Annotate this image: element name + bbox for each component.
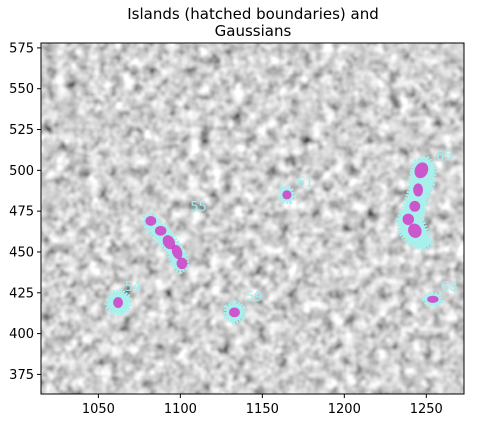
gaussian-marker bbox=[427, 295, 439, 303]
y-tick-label: 500 bbox=[9, 164, 34, 179]
x-axis: 1050 1100 1150 1200 1250 bbox=[82, 394, 443, 417]
x-tick-label: 1100 bbox=[164, 402, 197, 417]
gaussian-marker bbox=[113, 297, 123, 308]
y-tick-label: 475 bbox=[9, 205, 34, 220]
noise-background-image bbox=[41, 43, 464, 394]
gaussian-marker bbox=[413, 183, 424, 197]
axes-frame bbox=[40, 42, 465, 395]
gaussian-marker bbox=[409, 200, 421, 212]
island-54: 54 bbox=[104, 280, 142, 317]
gaussian-marker bbox=[176, 257, 188, 270]
plot-area: 54 55 59 61 65 68 bbox=[41, 43, 464, 394]
y-tick-label: 450 bbox=[9, 245, 34, 260]
y-axis: 375 400 425 450 475 500 525 550 575 bbox=[9, 41, 41, 383]
y-tick-label: 550 bbox=[9, 82, 34, 97]
island-label: 65 bbox=[436, 150, 453, 165]
island-label: 61 bbox=[297, 176, 314, 191]
y-tick-label: 375 bbox=[9, 368, 34, 383]
y-tick-label: 575 bbox=[9, 41, 34, 56]
island-55: 55 bbox=[141, 200, 207, 275]
gaussian-marker bbox=[145, 216, 157, 226]
chart-title-line-2: Gaussians bbox=[215, 22, 292, 40]
island-label: 59 bbox=[246, 290, 263, 305]
chart-title-line-1: Islands (hatched boundaries) and bbox=[127, 5, 379, 23]
gaussian-marker bbox=[282, 190, 292, 200]
x-tick-label: 1250 bbox=[410, 402, 443, 417]
gaussian-marker bbox=[414, 162, 429, 179]
island-label: 55 bbox=[190, 200, 207, 215]
x-tick-label: 1050 bbox=[82, 402, 115, 417]
x-tick-label: 1200 bbox=[328, 402, 361, 417]
island-68: 68 bbox=[422, 280, 458, 307]
gaussian-marker bbox=[171, 244, 183, 260]
x-tick-label: 1150 bbox=[246, 402, 279, 417]
y-tick-label: 400 bbox=[9, 327, 34, 342]
islands-layer: 54 55 59 61 65 68 bbox=[104, 150, 458, 325]
island-label: 54 bbox=[125, 280, 142, 295]
y-tick-label: 525 bbox=[9, 123, 34, 138]
gaussian-marker bbox=[229, 307, 240, 318]
gaussian-marker bbox=[408, 223, 422, 238]
island-61: 61 bbox=[277, 176, 314, 204]
island-label: 68 bbox=[441, 280, 458, 295]
gaussian-marker bbox=[162, 235, 176, 250]
y-tick-label: 425 bbox=[9, 286, 34, 301]
gaussian-marker bbox=[154, 225, 167, 236]
island-65: 65 bbox=[395, 150, 453, 252]
gaussian-marker bbox=[402, 213, 414, 226]
island-59: 59 bbox=[223, 290, 263, 325]
